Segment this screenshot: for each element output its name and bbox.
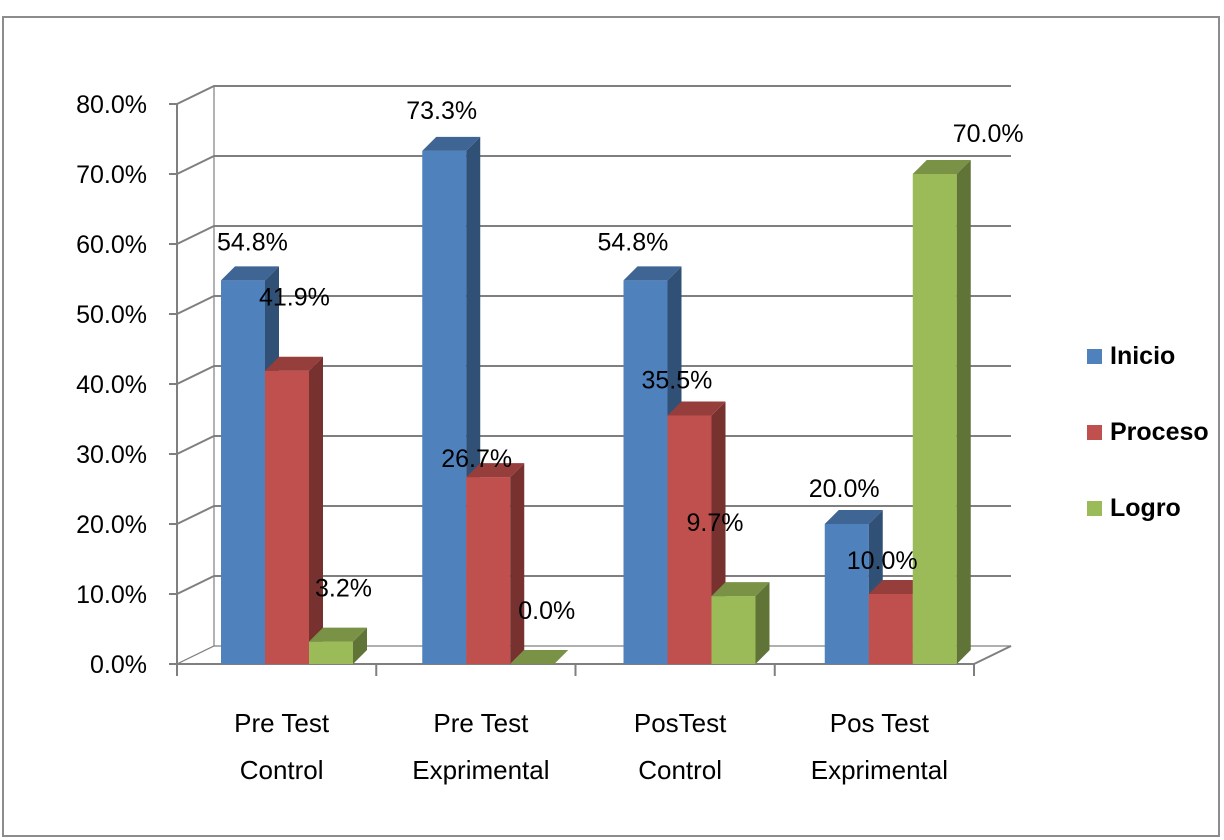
data-label-logro: 3.2% [315,575,372,603]
gridline [176,365,1011,385]
gridline [176,85,1011,105]
data-label-inicio: 20.0% [809,475,880,503]
gridline [176,505,1011,525]
gridline [176,575,1011,595]
x-tick-label: Pre Test [234,708,330,738]
x-tick-label: Control [638,755,722,785]
bar-logro [711,596,756,664]
bar-inicio [422,150,467,664]
bar-proceso [667,415,712,664]
bar-proceso [466,477,511,664]
x-tick-label: Exprimental [412,755,549,785]
legend-label-proceso: Proceso [1110,418,1209,446]
data-label-inicio: 73.3% [406,97,477,125]
legend: Inicio Proceso Logro [1087,342,1209,522]
bar-top-proceso [667,401,726,416]
bar-chart: 0.0% 10.0% 20.0% 30.0% 40.0% 50.0% 60.0% 70.0% 8… [76,85,1209,785]
bar-top-logro [510,650,569,664]
data-label-logro: 70.0% [953,120,1024,148]
gridline [176,155,1011,175]
gridline [176,225,1011,245]
gridlines [176,85,1011,595]
legend-swatch-logro [1087,501,1102,516]
bar-top-logro [912,160,971,174]
x-tick-label: PosTest [634,708,727,738]
bar-top-proceso [466,463,525,478]
bar-top-inicio [824,510,883,524]
gridline [176,435,1011,455]
x-tick-label: Control [240,755,324,785]
y-tick-label: 60.0% [76,231,147,259]
legend-label-inicio: Inicio [1110,342,1175,370]
y-tick-label: 40.0% [76,371,147,399]
legend-swatch-inicio [1087,349,1102,364]
axes: 0.0% 10.0% 20.0% 30.0% 40.0% 50.0% 60.0% 70.0% 8… [76,91,1012,785]
bar-top-logro [711,582,770,597]
bar-inicio [824,524,869,664]
data-label-logro: 9.7% [687,509,744,537]
bar-proceso [265,370,309,664]
data-labels: 54.8% 41.9% 3.2% 73.3% 26.7% 0.0% 54.8% 35.5% 9.… [217,97,1024,625]
data-label-inicio: 54.8% [217,228,288,256]
bar-top-proceso [868,580,927,594]
bar-top-inicio [623,266,682,281]
y-tick-label: 50.0% [76,301,147,329]
y-tick-label: 70.0% [76,161,147,189]
y-tick-label: 10.0% [76,581,147,609]
bar-inicio [221,280,265,664]
x-tick-label: Pre Test [433,708,529,738]
bar-side-proceso [309,356,323,664]
y-tick-label: 80.0% [76,91,147,119]
bar-side-logro [956,160,971,664]
data-label-proceso: 35.5% [642,367,713,395]
data-label-proceso: 10.0% [847,547,918,575]
x-tick-label: Exprimental [811,755,948,785]
y-tick-label: 20.0% [76,511,147,539]
data-label-inicio: 54.8% [598,228,669,256]
floor-edge [973,645,1012,665]
chart-frame: 0.0% 10.0% 20.0% 30.0% 40.0% 50.0% 60.0% 70.0% 8… [2,16,1220,837]
legend-label-logro: Logro [1110,494,1181,522]
bar-side-proceso [510,463,525,664]
bar-top-inicio [422,136,481,151]
bar-proceso [868,594,913,664]
gridline [176,295,1011,315]
data-label-proceso: 41.9% [259,284,330,312]
legend-swatch-proceso [1087,425,1102,440]
bar-top-logro [309,627,367,642]
bar-side-logro [755,582,770,664]
y-tick-label: 0.0% [90,651,147,679]
bar-top-inicio [221,266,279,281]
bar-side-logro [353,627,367,664]
data-label-logro: 0.0% [518,597,575,625]
bar-inicio [623,280,668,664]
bar-logro [912,174,957,664]
bar-top-proceso [265,356,323,371]
bars [221,136,971,665]
data-label-proceso: 26.7% [441,445,512,473]
y-tick-label: 30.0% [76,441,147,469]
bar-logro [309,641,353,664]
x-tick-label: Pos Test [830,708,930,738]
